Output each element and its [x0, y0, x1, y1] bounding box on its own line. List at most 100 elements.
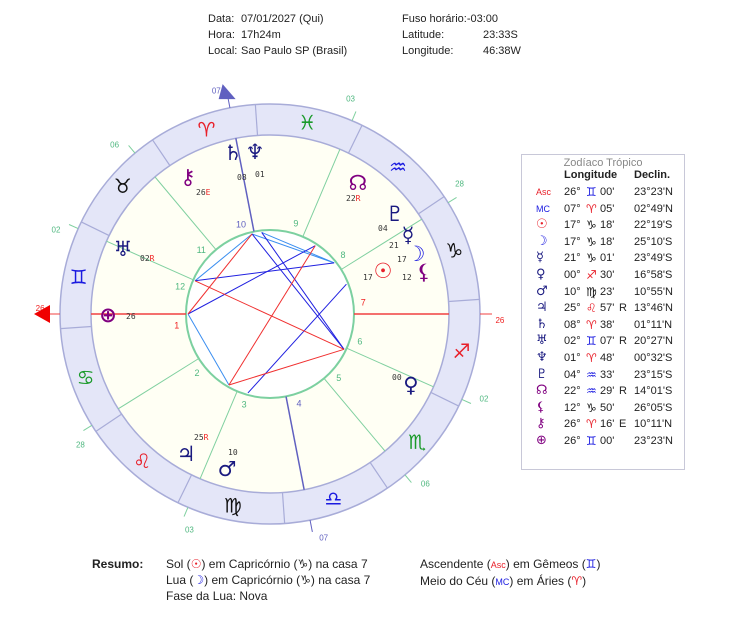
text: ) em Capricórnio (	[204, 573, 301, 587]
cusp-degree-label: 26	[495, 316, 504, 325]
summary-moon: Lua (☽) em Capricórnio (♑) na casa 7	[166, 572, 370, 588]
chiron-icon: ⚷	[180, 165, 195, 189]
sign-divider	[448, 298, 480, 303]
house-cusp-line	[106, 240, 194, 281]
retro-flag: R	[619, 302, 627, 315]
mars-icon: ♂	[536, 283, 548, 299]
aspect-line-fortune-jupiter	[187, 313, 230, 386]
table-row: ♅ 02° ♊ 07' R 20°27'N	[522, 333, 684, 350]
minutes: 16'	[600, 418, 615, 431]
degree: 17°	[564, 235, 581, 248]
uranus-icon: ♅	[536, 333, 548, 349]
aquarius-icon: ♒	[389, 155, 407, 179]
sign-icon: ♐	[586, 267, 597, 282]
retro-flag: E	[619, 418, 627, 431]
table-row: ☽ 17° ♑ 18' 25°10'S	[522, 234, 684, 251]
lon-label: Longitude:	[402, 45, 454, 57]
table-row: ♀ 00° ♐ 30' 16°58'S	[522, 267, 684, 284]
location-info: Fuso horário:-03:00 Latitude: 23:33S Long…	[402, 11, 521, 59]
declination: 26°05'S	[634, 401, 673, 414]
asc-icon: Asc	[536, 187, 552, 197]
capricorn-icon: ♑	[300, 573, 311, 587]
sign-icon: ♑	[586, 400, 597, 415]
node-icon: ☊	[536, 383, 548, 399]
fortune-icon: ⊕	[536, 432, 547, 448]
declination: 20°27'N	[634, 335, 673, 348]
aspect-circle	[185, 229, 355, 399]
sign-divider	[95, 413, 122, 432]
cusp-degree-label: 28	[455, 180, 464, 189]
retro-flag: R	[150, 254, 155, 263]
house-cusp-line	[154, 176, 217, 250]
ascendant-marker	[34, 305, 50, 323]
house-cusp-line	[323, 378, 386, 452]
aspect-line-mars-sun	[247, 283, 347, 394]
jupiter-icon: ♃	[536, 300, 548, 316]
house-number: 3	[242, 399, 247, 409]
text: ) na casa 7	[310, 573, 371, 587]
table-row: ♄ 08° ♈ 38' 01°11'N	[522, 317, 684, 334]
minutes: 00'	[600, 186, 615, 198]
minutes: 57'	[600, 302, 615, 315]
table-row: ☿ 21° ♑ 01' 23°49'S	[522, 250, 684, 267]
minutes: 23'	[600, 285, 615, 298]
capricorn-icon: ♑	[445, 239, 463, 263]
sun-icon: ☉	[536, 217, 548, 233]
house-number: 11	[197, 245, 206, 255]
cusp-degree-label: 03	[185, 525, 194, 534]
degree: 07°	[564, 202, 581, 215]
house-cusp-line	[199, 391, 238, 479]
degree: 17°	[564, 219, 581, 232]
venus-icon: ♀	[403, 373, 418, 397]
lilith-icon: ⚸	[416, 260, 431, 284]
mc-icon: MC	[495, 577, 510, 587]
col-declination: Declin.	[634, 169, 671, 181]
node-degree: 22R	[346, 194, 361, 203]
text: ) em Capricórnio (	[201, 557, 298, 571]
degree: 26°	[564, 434, 581, 447]
house-number: 6	[357, 336, 362, 346]
degree: 12°	[564, 401, 581, 414]
sign-icon: ♊	[586, 334, 597, 349]
aspect-line-fortune-node	[187, 245, 316, 315]
declination: 10°55'N	[634, 285, 673, 298]
sign-icon: ♊	[586, 185, 597, 199]
sign-icon: ♈	[586, 350, 597, 365]
table-row: ♂ 10° ♍ 23' 10°55'N	[522, 284, 684, 301]
cusp-degree-label: 07	[212, 86, 221, 95]
retro-flag: R	[356, 194, 361, 203]
declination: 23°49'S	[634, 252, 673, 265]
pisces-icon: ♓	[298, 111, 316, 135]
cusp-degree-label: 06	[110, 140, 119, 149]
sign-divider	[80, 221, 110, 237]
aspect-line-neptune-venus	[261, 232, 345, 350]
declination: 22°19'S	[634, 219, 673, 232]
sign-divider	[281, 492, 286, 524]
house-number: 5	[336, 373, 341, 383]
sign-icon: ♈	[586, 317, 597, 332]
summary-right: Ascendente (Asc) em Gêmeos (♊) Meio do C…	[420, 556, 601, 590]
cusp-tick	[183, 507, 189, 517]
text: Sol (	[166, 557, 191, 571]
summary-left: Sol (☉) em Capricórnio (♑) na casa 7 Lua…	[166, 556, 370, 604]
sign-divider	[152, 139, 171, 166]
saturn-icon: ♄	[224, 141, 243, 165]
mercury-icon: ☿	[536, 250, 544, 266]
sun-degree: 17	[363, 273, 373, 282]
sign-divider	[369, 462, 388, 489]
minutes: 48'	[600, 351, 615, 364]
birth-info: Data: 07/01/2027 (Qui) Hora: 17h24m Local:…	[208, 11, 347, 59]
table-row: ⚷ 26° ♈ 16' E 10°11'N	[522, 416, 684, 433]
cusp-degree-label: 07	[319, 534, 328, 543]
sign-divider	[60, 325, 92, 330]
cusp-tick	[128, 145, 136, 154]
lat-value: 23:33S	[483, 29, 518, 41]
gemini-icon: ♊	[70, 265, 88, 289]
table-row: ☊ 22° ♒ 29' R 14°01'S	[522, 383, 684, 400]
cusp-degree-label: 02	[52, 226, 61, 235]
gemini-icon: ♊	[585, 557, 597, 571]
cusp-tick	[351, 111, 357, 121]
text: )	[582, 574, 587, 588]
pluto-icon: ♇	[536, 366, 548, 382]
degree: 10°	[564, 285, 581, 298]
